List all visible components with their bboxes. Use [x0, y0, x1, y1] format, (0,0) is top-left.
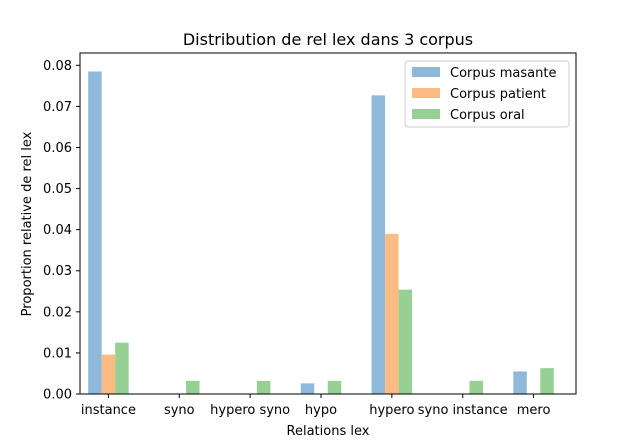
- legend-swatch: [412, 109, 440, 119]
- chart-title: Distribution de rel lex dans 3 corpus: [183, 30, 473, 49]
- legend-swatch: [412, 67, 440, 77]
- bar: [371, 95, 386, 394]
- y-tick-label: 0.01: [43, 346, 72, 361]
- bar: [540, 368, 554, 394]
- bar: [186, 380, 200, 394]
- y-tick-label: 0.06: [43, 141, 72, 156]
- x-axis: instance syno hypero syno hypo hypero syno in…: [81, 394, 551, 418]
- plot-area: [79, 52, 577, 395]
- x-tick-label: hypero syno: [210, 403, 290, 418]
- y-tick-label: 0.04: [43, 223, 72, 238]
- bar: [115, 342, 129, 394]
- y-tick-label: 0.03: [43, 264, 72, 279]
- x-tick-label: syno instance: [418, 403, 508, 418]
- bar: [513, 371, 527, 394]
- legend: Corpus masante Corpus patient Corpus oral: [404, 60, 570, 128]
- x-axis-label: Relations lex: [287, 424, 370, 439]
- y-tick-label: 0.07: [43, 100, 72, 115]
- y-tick-label: 0.00: [43, 388, 72, 403]
- axes-frame: [79, 52, 577, 395]
- bar: [385, 233, 399, 394]
- x-tick-label: hypero: [369, 403, 414, 418]
- y-tick-label: 0.05: [43, 182, 72, 197]
- y-axis: 0.00 0.01 0.02 0.03 0.04 0.05 0.06 0.07 0.08: [43, 59, 80, 403]
- x-tick-label: mero: [517, 403, 551, 418]
- legend-label: Corpus patient: [450, 87, 546, 102]
- bar: [256, 380, 271, 394]
- legend-label: Corpus masante: [450, 66, 556, 81]
- bar: [469, 380, 483, 394]
- x-tick-label: syno: [164, 403, 195, 418]
- bar: [327, 380, 342, 394]
- bar: [398, 289, 413, 394]
- bar: [101, 354, 116, 394]
- legend-label: Corpus oral: [450, 108, 525, 123]
- legend-swatch: [412, 88, 440, 98]
- bar: [300, 383, 315, 394]
- x-tick-label: hypo: [305, 403, 337, 418]
- bar: [88, 71, 102, 395]
- x-tick-label: instance: [81, 403, 136, 418]
- y-tick-label: 0.08: [43, 59, 72, 74]
- y-axis-label: Proportion relative de rel lex: [20, 131, 35, 316]
- legend-box: [404, 60, 570, 128]
- y-tick-label: 0.02: [43, 305, 72, 320]
